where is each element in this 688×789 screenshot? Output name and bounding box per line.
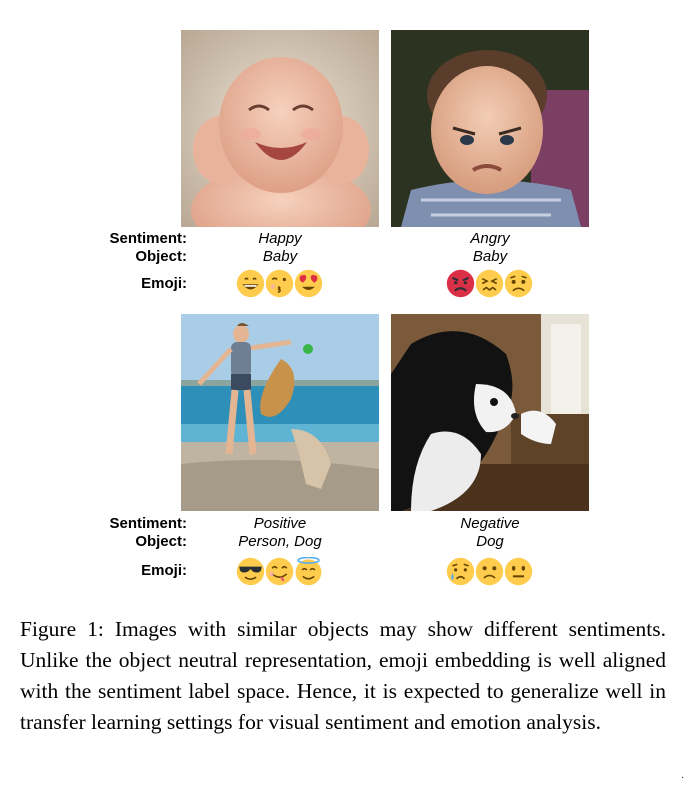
crying-face-icon (446, 557, 475, 586)
panel-4-object: Dog (476, 533, 504, 550)
heart-eyes-face-icon (294, 269, 323, 298)
panel-1-object: Baby (262, 248, 298, 265)
sentiment-label: Sentiment: (109, 230, 187, 247)
panel-3-object: Person, Dog (238, 533, 322, 550)
sentiment-label-2: Sentiment: (109, 515, 187, 532)
figure-caption: Figure 1: Images with similar objects ma… (20, 614, 666, 738)
happy-baby-photo (181, 30, 379, 227)
kissing-face-icon (265, 269, 294, 298)
panel-3-emojis (236, 557, 323, 586)
panel-4-sentiment: Negative (460, 515, 520, 532)
panel-1-emojis (236, 269, 323, 298)
dog-window-photo (391, 314, 589, 511)
pouting-face-icon (446, 269, 475, 298)
panel-3-sentiment: Positive (253, 515, 307, 532)
frowning-face-icon (475, 557, 504, 586)
panel-4-emojis (446, 557, 533, 586)
panel-2-sentiment: Angry (470, 230, 510, 247)
confounded-face-icon (475, 269, 504, 298)
angry-baby-photo (391, 30, 589, 227)
panel-2-object: Baby (472, 248, 508, 265)
worried-face-icon (504, 269, 533, 298)
grinning-face-icon (236, 269, 265, 298)
panel-1-sentiment: Happy (258, 230, 302, 247)
corner-mark: . (681, 770, 684, 781)
savoring-face-icon (265, 557, 294, 586)
emoji-label: Emoji: (141, 275, 187, 292)
beach-person-dogs-photo (181, 314, 379, 511)
halo-face-icon (294, 557, 323, 586)
figure-label: Figure 1: (20, 617, 104, 641)
object-label-2: Object: (135, 533, 187, 550)
object-label: Object: (135, 248, 187, 265)
panel-2-emojis (446, 269, 533, 298)
emoji-label-2: Emoji: (141, 562, 187, 579)
neutral-face-icon (504, 557, 533, 586)
sunglasses-face-icon (236, 557, 265, 586)
caption-text: Images with similar objects may show dif… (20, 617, 666, 734)
